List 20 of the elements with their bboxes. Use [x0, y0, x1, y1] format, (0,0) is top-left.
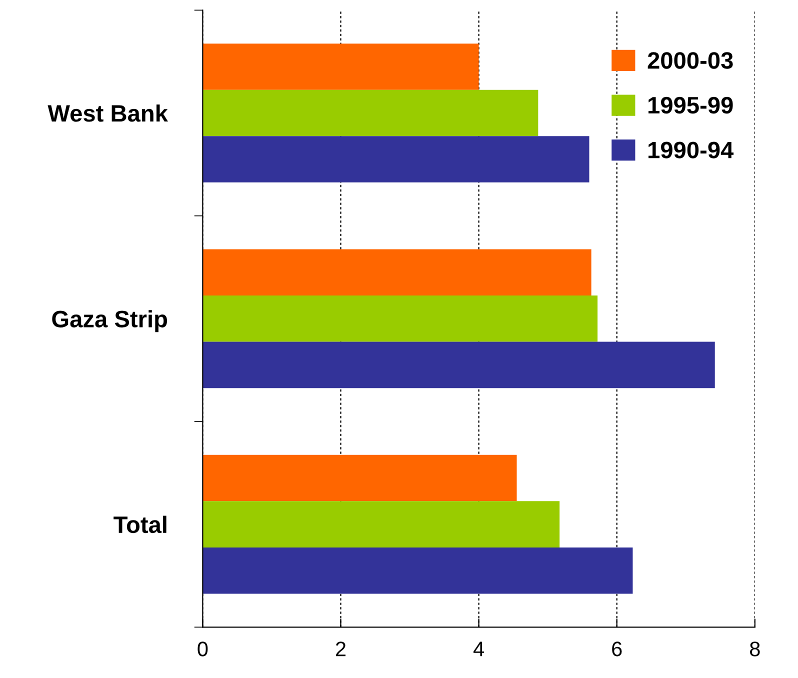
x-tick-label: 8: [750, 642, 760, 656]
bar: [202, 501, 560, 548]
bar: [202, 90, 538, 136]
bar: [202, 547, 633, 594]
x-tick-label: 6: [612, 642, 622, 656]
bar: [202, 136, 590, 182]
bar: [202, 454, 517, 502]
x-tick-label: 4: [473, 642, 484, 656]
bar: [202, 342, 715, 388]
legend-label: 1995-99: [648, 96, 733, 114]
y-tick-label: Gaza Strip: [52, 310, 168, 332]
legend-label: 2000-03: [648, 52, 733, 69]
bar: [202, 249, 592, 296]
legend-label: 1990-94: [648, 142, 734, 158]
y-tick-label: West Bank: [48, 104, 168, 122]
bar: [202, 296, 598, 342]
x-tick-label: 2: [336, 642, 346, 656]
y-tick-label: Total: [114, 516, 166, 534]
x-tick-label: 0: [198, 642, 208, 656]
bar: [202, 44, 479, 90]
